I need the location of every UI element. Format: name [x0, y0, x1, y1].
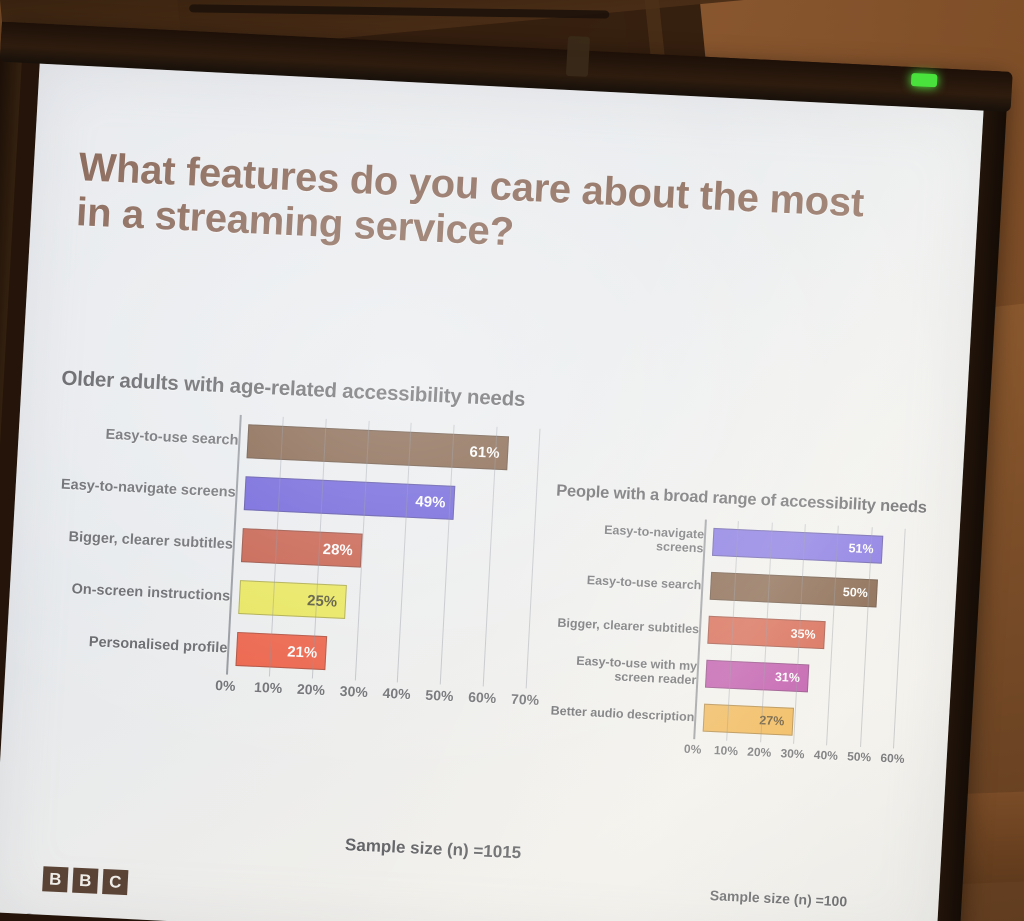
- bar-value-label: 31%: [774, 669, 801, 686]
- bar-value-label: 28%: [322, 540, 354, 559]
- x-axis-tick-label: 0%: [683, 741, 702, 757]
- chart-bar: 27%: [702, 703, 795, 736]
- chart-older-adults: Older adults with age-related accessibil…: [45, 367, 582, 715]
- x-axis-tick-label: 40%: [382, 684, 412, 703]
- bar-rows: Easy-to-navigate screens 51% Easy-to-use s…: [543, 513, 944, 751]
- mount-bracket: [565, 35, 591, 77]
- chart-bar: 21%: [235, 631, 328, 671]
- x-axis-tick-label: 70%: [510, 690, 540, 709]
- screen-frame: What features do you care about the most…: [0, 4, 1013, 921]
- bbc-logo-letter: B: [72, 867, 99, 894]
- mount-rod: [189, 4, 610, 19]
- page-title: What features do you care about the most…: [75, 145, 866, 255]
- bar-value-label: 51%: [848, 541, 874, 557]
- x-axis-tick-label: 30%: [780, 746, 805, 762]
- bar-category-label: Bigger, clearer subtitles: [557, 615, 700, 637]
- chart-bar: 51%: [711, 527, 884, 564]
- chart-title: Older adults with age-related accessibil…: [60, 366, 526, 412]
- x-axis-tick-label: 50%: [846, 749, 872, 765]
- x-axis-tick-label: 0%: [214, 677, 236, 694]
- bar-category-label: Easy-to-navigate screens: [60, 476, 237, 501]
- x-axis-tick-label: 20%: [296, 680, 326, 699]
- power-led-indicator: [910, 72, 938, 88]
- bbc-logo-letter: C: [102, 869, 129, 896]
- bar-category-label: Personalised profile: [88, 634, 228, 657]
- chart-bar: 50%: [709, 571, 878, 608]
- x-axis-tick-label: 50%: [425, 686, 454, 705]
- bar-value-label: 27%: [758, 713, 785, 729]
- bar-value-label: 50%: [842, 584, 869, 601]
- chart-bar: 31%: [704, 659, 810, 693]
- bar-category-label: Easy-to-use with my screen reader: [575, 653, 698, 688]
- x-axis-tick-label: 30%: [339, 682, 369, 701]
- bar-value-label: 35%: [790, 626, 816, 642]
- chart-bar: 35%: [707, 615, 826, 650]
- x-axis-tick-label: 10%: [713, 743, 739, 759]
- x-axis-tick-label: 10%: [253, 678, 283, 697]
- bar-rows: Easy-to-use search 61% Easy-to-navigate sc…: [46, 407, 579, 691]
- chart-bar: 49%: [243, 476, 456, 520]
- chart-bar: 28%: [240, 528, 363, 568]
- bar-value-label: 61%: [469, 443, 501, 462]
- bar-category-label: Easy-to-use search: [586, 573, 702, 593]
- bar-category-label: Better audio description: [550, 703, 695, 725]
- plot-area: Easy-to-navigate screens 51% Easy-to-use s…: [542, 513, 945, 775]
- bar-value-label: 49%: [414, 492, 446, 511]
- bbc-logo-letter: B: [42, 866, 69, 893]
- chart-bar: 25%: [238, 580, 348, 619]
- sample-size-caption-right: Sample size (n) =100: [709, 887, 848, 910]
- chart-bar: 61%: [246, 424, 510, 471]
- bar-category-label: Easy-to-use search: [105, 426, 239, 449]
- sample-size-caption-left: Sample size (n) =1015: [344, 835, 522, 863]
- chart-broad-range: People with a broad range of accessibili…: [542, 482, 946, 775]
- bar-value-label: 21%: [286, 642, 318, 662]
- x-axis-tick-label: 20%: [746, 744, 772, 760]
- bar-value-label: 25%: [306, 591, 338, 611]
- x-axis-tick-label: 60%: [467, 688, 497, 707]
- plot-area: Easy-to-use search 61% Easy-to-navigate sc…: [45, 407, 580, 715]
- bar-category-label: Easy-to-navigate screens: [603, 522, 705, 556]
- x-axis-tick-label: 60%: [880, 750, 905, 766]
- x-axis-tick-label: 40%: [813, 747, 839, 763]
- presentation-slide: What features do you care about the most…: [0, 63, 984, 921]
- bar-category-label: On-screen instructions: [71, 581, 231, 605]
- chart-title: People with a broad range of accessibili…: [555, 481, 928, 517]
- bar-category-label: Bigger, clearer subtitles: [68, 528, 234, 553]
